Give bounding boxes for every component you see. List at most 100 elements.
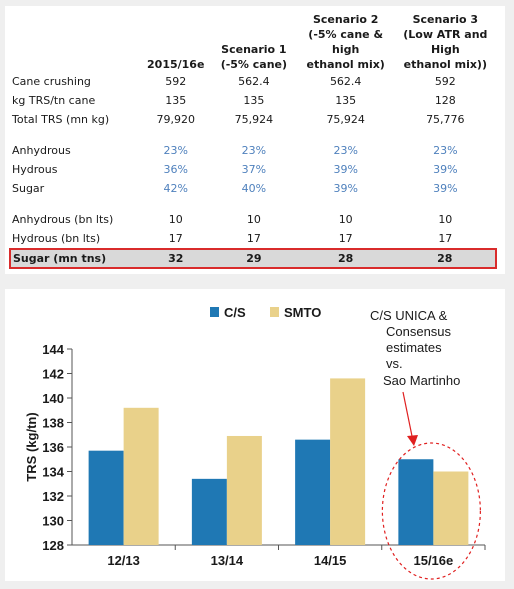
table-row: Hydrous (bn lts) 17 17 17 17	[10, 229, 496, 249]
x-tick-label: 13/14	[211, 553, 244, 568]
table-cell: 17	[338, 232, 353, 245]
table-cell	[395, 198, 496, 210]
table-cell: 562.4	[238, 75, 270, 88]
table-cell: 40%	[241, 182, 267, 195]
bar-c-s	[295, 439, 331, 545]
table-cell	[140, 198, 211, 210]
row-label	[10, 129, 140, 141]
column-header: Scenario 2 (-5% cane & high ethanol mix)	[306, 13, 385, 71]
table-cell: 10	[168, 213, 183, 226]
trs-chart-panel: 128 130 132 134 136 138 140 142 144 TRS (kg/tn) 12…	[5, 289, 505, 581]
legend-swatch	[210, 307, 219, 317]
table-cell: 135	[335, 94, 357, 107]
row-label: Hydrous	[12, 163, 58, 176]
table-cell	[297, 129, 395, 141]
x-tick-label: 15/16e	[413, 553, 453, 568]
table-cell: 79,920	[156, 113, 195, 126]
bar-smto	[433, 471, 469, 545]
table-cell: 592	[165, 75, 187, 88]
column-header: Scenario 1 (-5% cane)	[220, 43, 288, 71]
row-label: kg TRS/tn cane	[12, 94, 96, 107]
table-cell: 39%	[333, 163, 358, 176]
y-tick-label: 130	[42, 514, 64, 529]
row-label: Sugar (mn tns)	[8, 248, 141, 269]
legend-label: C/S	[224, 305, 246, 320]
table-cell: 37%	[241, 163, 267, 176]
table-cell: 23%	[163, 144, 188, 157]
y-tick-label: 134	[42, 465, 64, 480]
annotation-ellipse	[381, 442, 481, 580]
row-label: Anhydrous	[12, 144, 71, 157]
bar-smto	[226, 435, 262, 545]
table-cell: 135	[165, 94, 187, 107]
row-label: Anhydrous (bn lts)	[12, 213, 114, 226]
table-cell: 10	[246, 213, 261, 226]
table-cell: 39%	[433, 182, 458, 195]
table-cell	[395, 129, 496, 141]
table-cell: 17	[246, 232, 261, 245]
header-blank	[10, 12, 140, 72]
table-row: Anhydrous (bn lts) 10 10 10 10	[10, 210, 496, 229]
table-cell: 10	[438, 213, 453, 226]
table-cell: 28	[296, 248, 395, 269]
x-tick-label: 12/13	[107, 553, 140, 568]
trs-bar-chart: 128 130 132 134 136 138 140 142 144 TRS (kg/tn) 12…	[24, 305, 486, 580]
y-tick-label: 136	[42, 440, 64, 455]
bar-c-s	[88, 450, 124, 545]
table-cell: 592	[434, 75, 456, 88]
table-row: Hydrous 36% 37% 39% 39%	[10, 160, 496, 179]
table-cell: 23%	[241, 144, 267, 157]
annotation-arrow	[402, 391, 414, 442]
table-cell: 128	[434, 94, 456, 107]
bar-c-s	[398, 459, 434, 545]
table-cell: 42%	[163, 182, 188, 195]
y-tick-label: 140	[42, 391, 64, 406]
legend-swatch	[270, 307, 279, 317]
y-tick-label: 132	[42, 489, 64, 504]
y-tick-label: 142	[42, 367, 64, 382]
scenario-table-panel: 2015/16e Scenario 1 (-5% cane) Scenario 2 (-…	[5, 6, 505, 274]
table-cell: 28	[394, 248, 498, 269]
annotation-text: vs.	[386, 356, 403, 371]
column-header: Scenario 3 (Low ATR and High ethanol mix))	[403, 13, 488, 71]
table-cell: 36%	[163, 163, 188, 176]
annotation-arrowhead	[407, 435, 418, 446]
bar-smto	[330, 378, 366, 545]
highlighted-row: Sugar (mn tns) 32 29 28 28	[8, 248, 498, 269]
table-cell	[211, 198, 297, 210]
table-cell: 23%	[433, 144, 458, 157]
table-cell	[211, 129, 297, 141]
scenario-table: 2015/16e Scenario 1 (-5% cane) Scenario 2 (-…	[8, 12, 498, 269]
table-cell: 135	[243, 94, 265, 107]
table-cell: 17	[168, 232, 183, 245]
column-header: 2015/16e	[147, 58, 205, 71]
table-row: Cane crushing 592 562.4 562.4 592	[10, 72, 496, 91]
y-tick-label: 138	[42, 416, 64, 431]
table-row: Anhydrous 23% 23% 23% 23%	[10, 141, 496, 160]
table-cell: 10	[338, 213, 353, 226]
y-tick-label: 144	[42, 342, 64, 357]
table-cell: 75,924	[234, 113, 274, 126]
bar-c-s	[191, 478, 227, 545]
table-cell: 75,776	[426, 113, 465, 126]
row-label: Sugar	[12, 182, 45, 195]
table-row	[10, 198, 496, 210]
table-cell	[140, 129, 211, 141]
y-axis-title: TRS (kg/tn)	[24, 412, 39, 481]
table-cell: 39%	[433, 163, 458, 176]
table-row: Sugar 42% 40% 39% 39%	[10, 179, 496, 198]
annotation-text: Consensus	[386, 324, 452, 339]
x-tick-label: 14/15	[314, 553, 347, 568]
row-label: Cane crushing	[12, 75, 91, 88]
table-cell: 29	[211, 248, 297, 269]
table-row	[10, 129, 496, 141]
table-cell: 23%	[333, 144, 358, 157]
y-tick-label: 128	[42, 538, 64, 553]
table-cell: 562.4	[329, 75, 362, 88]
row-label	[10, 198, 140, 210]
table-cell: 75,924	[326, 113, 365, 126]
row-label: Hydrous (bn lts)	[12, 232, 101, 245]
annotation-text: estimates	[386, 340, 442, 355]
table-cell: 17	[438, 232, 453, 245]
bar-smto	[123, 407, 159, 545]
